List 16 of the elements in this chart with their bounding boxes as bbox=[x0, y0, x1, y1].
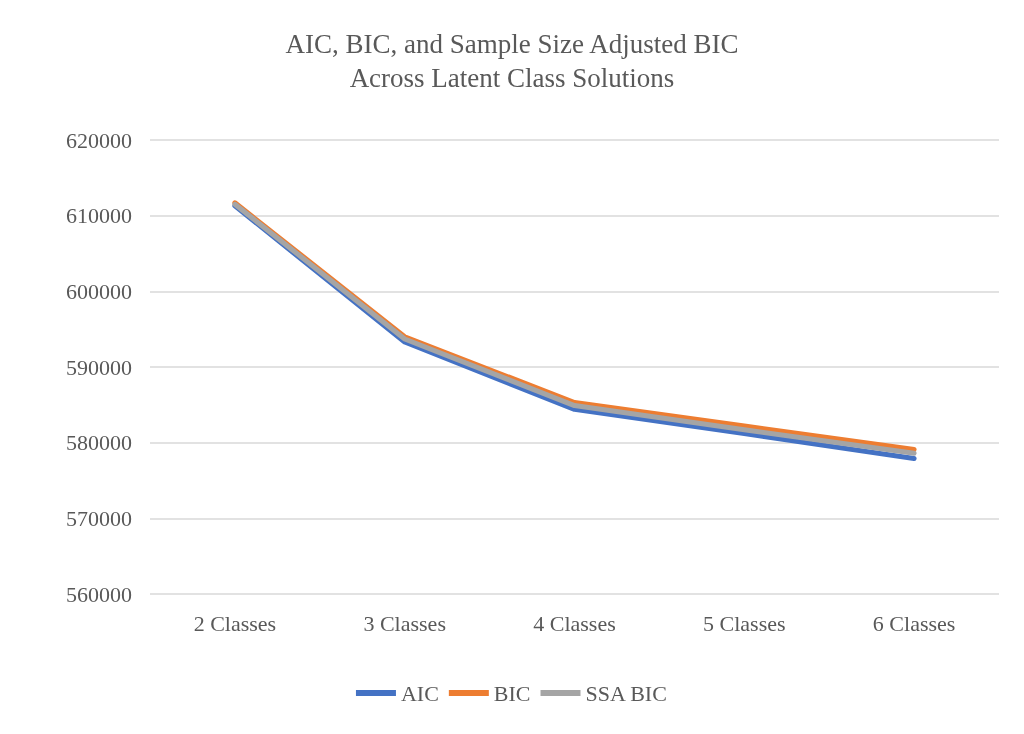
y-tick-label: 600000 bbox=[66, 278, 132, 304]
y-tick-label: 620000 bbox=[66, 127, 132, 153]
y-tick-label: 590000 bbox=[66, 354, 132, 380]
y-tick-label: 570000 bbox=[66, 505, 132, 531]
y-tick-label: 610000 bbox=[66, 203, 132, 229]
x-tick-label: 3 Classes bbox=[363, 610, 446, 636]
legend-label: BIC bbox=[493, 680, 531, 706]
chart-title: AIC, BIC, and Sample Size Adjusted BIC Across Latent Class Solutions bbox=[285, 29, 739, 93]
y-tick-label: 580000 bbox=[66, 430, 132, 456]
x-tick-label: 4 Classes bbox=[533, 610, 616, 636]
y-tick-label: 560000 bbox=[66, 581, 132, 607]
x-tick-label: 6 Classes bbox=[872, 610, 956, 636]
legend-label: AIC bbox=[400, 680, 439, 706]
legend-label: SSA BIC bbox=[585, 680, 667, 706]
x-tick-label: 5 Classes bbox=[703, 610, 786, 636]
x-tick-label: 2 Classes bbox=[193, 610, 277, 636]
